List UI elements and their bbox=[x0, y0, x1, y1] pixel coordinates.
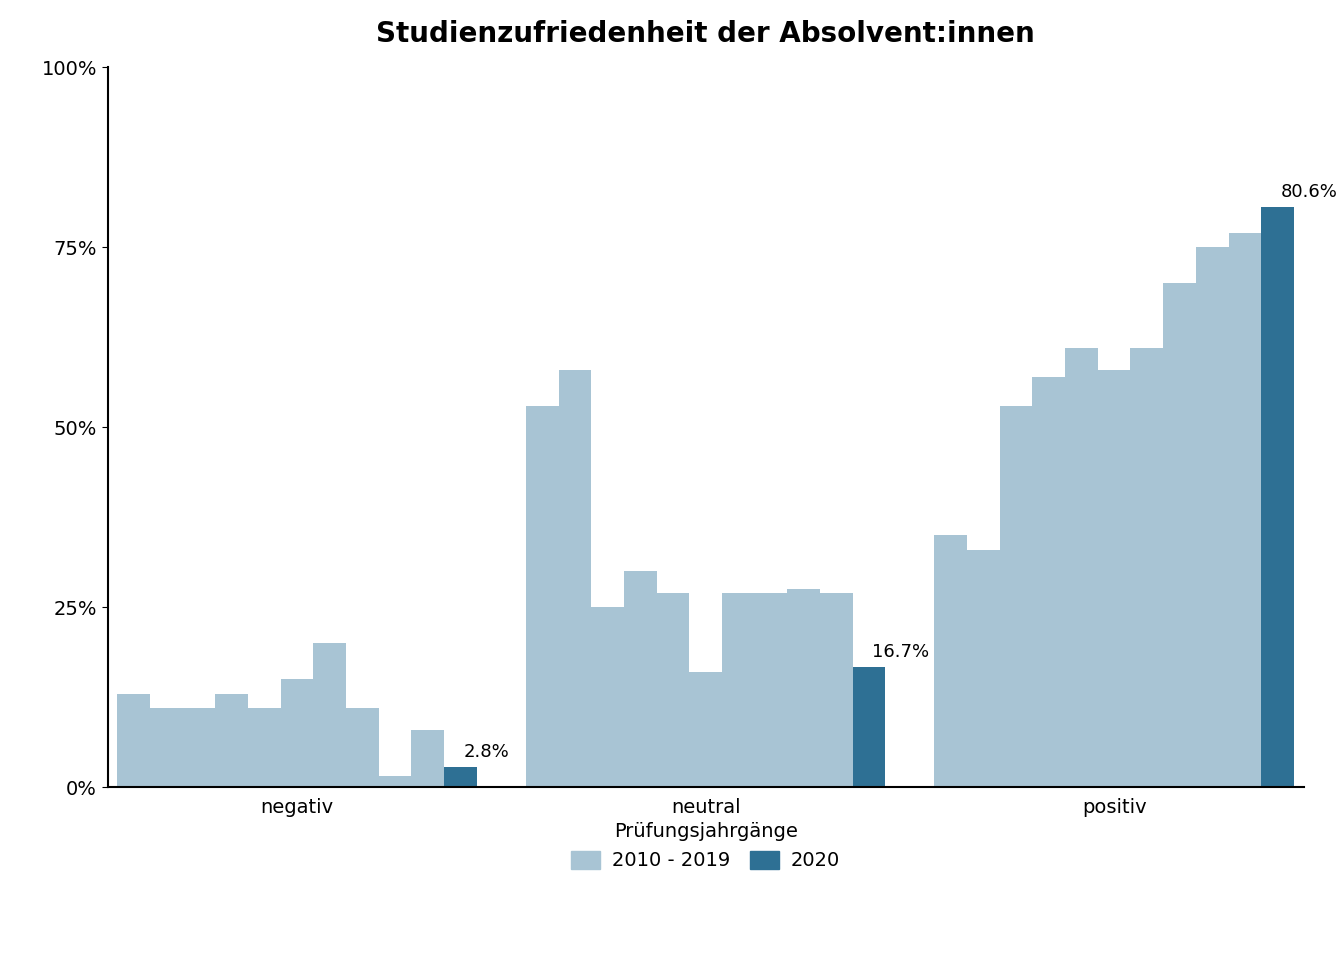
Bar bbox=[347, 708, 379, 787]
Bar bbox=[1130, 348, 1163, 787]
Bar bbox=[411, 730, 444, 787]
Bar bbox=[657, 592, 689, 787]
Bar bbox=[1064, 348, 1098, 787]
Bar bbox=[151, 708, 183, 787]
Bar bbox=[281, 679, 313, 787]
Bar bbox=[559, 370, 591, 787]
Bar bbox=[249, 708, 281, 787]
Bar bbox=[689, 672, 722, 787]
Title: Studienzufriedenheit der Absolvent:innen: Studienzufriedenheit der Absolvent:innen bbox=[376, 20, 1035, 48]
Bar bbox=[934, 535, 968, 787]
Text: 2.8%: 2.8% bbox=[464, 743, 509, 761]
Bar bbox=[820, 592, 852, 787]
Bar bbox=[526, 405, 559, 787]
Bar bbox=[215, 693, 249, 787]
Bar bbox=[1261, 207, 1294, 787]
Bar bbox=[852, 667, 886, 787]
Text: 80.6%: 80.6% bbox=[1281, 183, 1337, 202]
Text: 16.7%: 16.7% bbox=[872, 643, 930, 661]
Bar bbox=[1163, 283, 1196, 787]
Bar bbox=[624, 571, 657, 787]
Bar bbox=[1032, 376, 1064, 787]
Bar bbox=[788, 589, 820, 787]
Bar bbox=[1098, 370, 1130, 787]
Bar bbox=[968, 549, 1000, 787]
Bar bbox=[754, 592, 788, 787]
Bar bbox=[117, 693, 151, 787]
Legend: 2010 - 2019, 2020: 2010 - 2019, 2020 bbox=[563, 815, 848, 878]
Bar bbox=[313, 643, 347, 787]
Bar bbox=[444, 767, 477, 787]
Bar bbox=[183, 708, 215, 787]
Bar bbox=[379, 777, 411, 787]
Bar bbox=[1196, 247, 1228, 787]
Bar bbox=[591, 607, 624, 787]
Bar bbox=[722, 592, 754, 787]
Bar bbox=[1228, 232, 1261, 787]
Bar bbox=[1000, 405, 1032, 787]
